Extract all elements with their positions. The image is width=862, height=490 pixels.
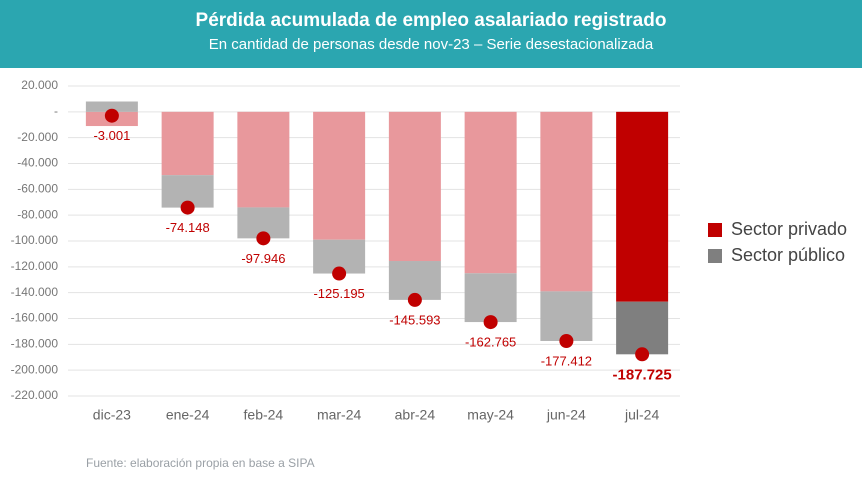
source-note: Fuente: elaboración propia en base a SIP… (86, 456, 315, 470)
legend-label: Sector público (731, 245, 845, 265)
y-tick-label: - (54, 104, 58, 118)
total-label: -187.725 (613, 366, 672, 383)
chart-subtitle: En cantidad de personas desde nov-23 – S… (209, 36, 654, 53)
bar-segment (161, 111, 214, 176)
x-tick-label: jul-24 (624, 407, 659, 423)
bar-segment (85, 101, 138, 112)
total-dot (483, 315, 498, 330)
bar-segment (464, 111, 517, 274)
bar-segment (616, 301, 669, 355)
x-tick-label: feb-24 (244, 407, 284, 423)
x-tick-label: dic-23 (93, 407, 131, 423)
x-tick-label: jun-24 (546, 407, 586, 423)
bar-segment (464, 273, 517, 323)
y-tick-label: 20.000 (21, 78, 58, 92)
x-tick-label: abr-24 (395, 407, 436, 423)
total-label: -3.001 (93, 128, 130, 143)
x-tick-label: may-24 (467, 407, 514, 423)
legend-swatch (708, 249, 722, 263)
bar-segment (540, 111, 593, 292)
bar-segment (540, 291, 593, 341)
total-label: -162.765 (465, 335, 516, 350)
bar-segment (388, 111, 441, 262)
x-tick-label: ene-24 (166, 407, 210, 423)
y-tick-label: -40.000 (17, 156, 58, 170)
y-tick-label: -60.000 (17, 182, 58, 196)
bar-segment (237, 111, 290, 208)
y-tick-label: -160.000 (11, 311, 59, 325)
legend-swatch (708, 223, 722, 237)
bar-segment (616, 111, 669, 302)
y-tick-label: -120.000 (11, 259, 59, 273)
total-label: -97.946 (241, 251, 285, 266)
total-dot (407, 292, 422, 307)
total-label: -125.195 (313, 286, 364, 301)
total-label: -145.593 (389, 312, 440, 327)
bar-segment (313, 111, 366, 240)
total-dot (332, 266, 347, 281)
total-dot (180, 200, 195, 215)
y-tick-label: -200.000 (11, 362, 59, 376)
total-dot (104, 108, 119, 123)
header-band (0, 0, 862, 68)
total-label: -74.148 (166, 220, 210, 235)
x-tick-label: mar-24 (317, 407, 362, 423)
y-tick-label: -180.000 (11, 337, 59, 351)
y-tick-label: -100.000 (11, 233, 59, 247)
y-tick-label: -20.000 (17, 130, 58, 144)
y-tick-label: -140.000 (11, 285, 59, 299)
y-tick-label: -220.000 (11, 388, 59, 402)
total-dot (559, 333, 574, 348)
total-label: -177.412 (541, 353, 592, 368)
y-tick-label: -80.000 (17, 207, 58, 221)
total-dot (256, 231, 271, 246)
total-dot (635, 347, 650, 362)
legend-label: Sector privado (731, 219, 847, 239)
chart-title: Pérdida acumulada de empleo asalariado r… (196, 10, 667, 31)
